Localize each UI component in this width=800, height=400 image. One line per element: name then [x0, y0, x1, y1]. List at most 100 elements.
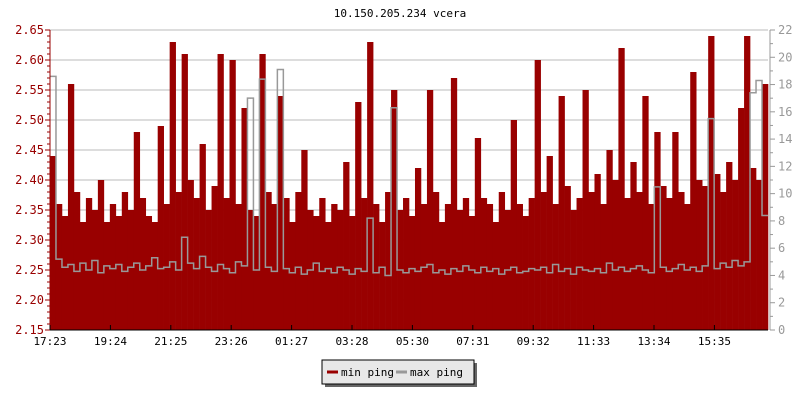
y-left-tick-label: 2.20 — [15, 293, 44, 307]
min-ping-bar — [558, 96, 565, 330]
min-ping-bar — [319, 198, 326, 330]
min-ping-bar — [235, 204, 242, 330]
min-ping-bar — [468, 216, 476, 330]
max-ping-point — [166, 266, 168, 268]
min-ping-bar — [762, 84, 769, 330]
max-ping-point — [160, 268, 162, 270]
y-left-tick-label: 2.35 — [15, 203, 44, 217]
x-tick-label: 01:27 — [275, 335, 308, 348]
max-ping-point — [602, 272, 605, 274]
max-ping-point — [309, 269, 311, 271]
max-ping-point — [64, 266, 66, 268]
min-ping-bar — [283, 198, 290, 330]
x-tick-label: 15:35 — [698, 335, 731, 348]
min-ping-bar — [582, 90, 589, 330]
max-ping-point — [363, 270, 365, 272]
min-ping-bar — [199, 144, 206, 330]
max-ping-point — [650, 272, 652, 274]
min-ping-bar — [247, 210, 254, 330]
max-ping-point — [279, 68, 281, 71]
x-tick-label: 13:34 — [637, 335, 670, 348]
y-right-tick-label: 18 — [778, 78, 792, 92]
min-ping-bar — [642, 96, 649, 330]
min-ping-bar — [480, 198, 488, 330]
x-tick-label: 11:33 — [577, 335, 610, 348]
y-left-tick-label: 2.45 — [15, 143, 44, 157]
max-ping-point — [507, 269, 509, 271]
max-ping-point — [686, 269, 688, 271]
min-ping-bar — [732, 180, 739, 330]
y-right-tick-label: 20 — [778, 50, 792, 64]
min-ping-bar — [139, 198, 147, 330]
max-ping-point — [680, 263, 682, 266]
max-ping-point — [477, 272, 479, 274]
min-ping-bar — [528, 198, 535, 330]
y-right-tick-label: 10 — [778, 187, 792, 201]
min-ping-bar — [756, 180, 763, 330]
max-ping-point — [710, 118, 712, 120]
min-ping-bar — [109, 204, 117, 330]
x-tick-label: 05:30 — [396, 335, 429, 348]
y-right-tick-label: 0 — [778, 323, 785, 337]
min-ping-bar — [157, 126, 164, 330]
max-ping-point — [375, 272, 377, 274]
min-ping-bar — [379, 222, 386, 330]
max-ping-point — [764, 214, 766, 217]
max-ping-point — [136, 262, 138, 264]
max-ping-point — [668, 270, 670, 272]
max-ping-point — [184, 236, 186, 238]
max-ping-point — [106, 265, 108, 267]
max-ping-point — [543, 266, 545, 268]
min-ping-bar — [516, 204, 523, 330]
min-ping-bar — [660, 186, 667, 330]
min-ping-bar — [624, 198, 631, 330]
min-ping-bar — [73, 192, 81, 330]
max-ping-point — [626, 270, 628, 272]
max-ping-point — [58, 258, 60, 260]
max-ping-point — [584, 269, 587, 271]
max-ping-point — [94, 259, 96, 262]
y-right-tick-label: 8 — [778, 214, 785, 228]
max-ping-point — [207, 266, 210, 268]
min-ping-bar — [594, 174, 601, 330]
y-left-tick-label: 2.30 — [15, 233, 44, 247]
min-ping-bar — [367, 42, 374, 330]
max-ping-point — [393, 107, 395, 109]
max-ping-point — [752, 92, 754, 94]
max-ping-point — [52, 75, 54, 77]
max-ping-point — [590, 270, 593, 272]
min-ping-bar — [91, 210, 99, 330]
max-ping-point — [578, 266, 581, 268]
max-ping-point — [100, 272, 102, 274]
max-ping-point — [692, 266, 694, 268]
max-ping-point — [285, 268, 287, 270]
y-left-tick-label: 2.55 — [15, 83, 44, 97]
min-ping-bar — [289, 222, 296, 330]
min-ping-bar — [684, 204, 691, 330]
max-ping-point — [554, 263, 557, 266]
x-tick-label: 21:25 — [154, 335, 187, 348]
min-ping-bar — [570, 210, 577, 330]
min-ping-bar — [151, 222, 158, 330]
min-ping-bar — [103, 222, 111, 330]
x-tick-label: 23:26 — [215, 335, 248, 348]
max-ping-point — [190, 262, 192, 264]
min-ping-bar — [690, 72, 697, 330]
max-ping-point — [429, 263, 431, 266]
min-ping-bar — [588, 192, 595, 330]
min-ping-bar — [217, 54, 224, 330]
x-tick-label: 09:32 — [517, 335, 550, 348]
max-ping-point — [345, 269, 347, 271]
min-ping-bar — [612, 180, 619, 330]
max-ping-point — [459, 270, 461, 272]
min-ping-bar — [654, 132, 661, 330]
max-ping-point — [255, 269, 258, 271]
max-ping-point — [566, 268, 569, 270]
min-ping-bar — [600, 204, 607, 330]
min-ping-bar — [211, 186, 218, 330]
min-ping-bar — [175, 192, 182, 330]
max-ping-point — [387, 274, 389, 277]
max-ping-point — [674, 268, 676, 270]
min-ping-bar — [61, 216, 69, 330]
